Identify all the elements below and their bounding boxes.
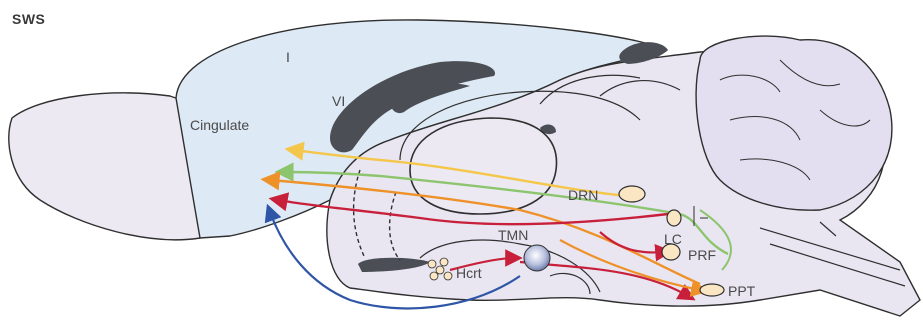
tmn-label: TMN (498, 227, 528, 243)
prf-nucleus (661, 243, 681, 261)
red-pathway-prf (599, 231, 673, 262)
dashed-boundary (352, 169, 365, 257)
orange-pathway-ppt (559, 239, 709, 297)
hcrt-cluster (427, 257, 453, 281)
anterior-commissure (358, 257, 430, 272)
midbrain-outline (399, 74, 681, 161)
superior-colliculus (619, 42, 668, 64)
drn-label: DRN (568, 187, 598, 203)
red-pathway-tmn (449, 249, 523, 272)
tmn-nucleus (523, 244, 551, 272)
layer-one-label: I (286, 49, 290, 65)
ppt-label: PPT (728, 283, 756, 299)
blue-pathway (264, 203, 521, 310)
thalamus-outline (409, 117, 558, 215)
hcrt-label: Hcrt (456, 265, 482, 281)
prf-label: PRF (688, 247, 716, 263)
layer-six-label: VI (332, 93, 345, 109)
cerebellum (695, 35, 893, 211)
lc-label: LC (664, 231, 682, 247)
red-pathway-main (268, 192, 669, 226)
drn-nucleus (618, 185, 646, 203)
state-label: SWS (12, 11, 45, 27)
hippocampus (390, 83, 470, 114)
green-pathway-branch (699, 209, 732, 271)
dashed-boundary-2 (388, 191, 401, 261)
ppt-nucleus (699, 283, 725, 297)
ventricle-small (540, 124, 556, 135)
olfactory-bulb (8, 92, 231, 241)
cerebellum-folia (719, 59, 871, 181)
yellow-pathway (284, 141, 629, 198)
lc-nucleus (666, 209, 682, 227)
medulla-tract (759, 221, 906, 287)
crossing-tick (693, 206, 708, 226)
hypothalamus-outline (419, 239, 601, 295)
orange-pathway (260, 171, 701, 286)
cingulate-label: Cingulate (190, 117, 249, 133)
